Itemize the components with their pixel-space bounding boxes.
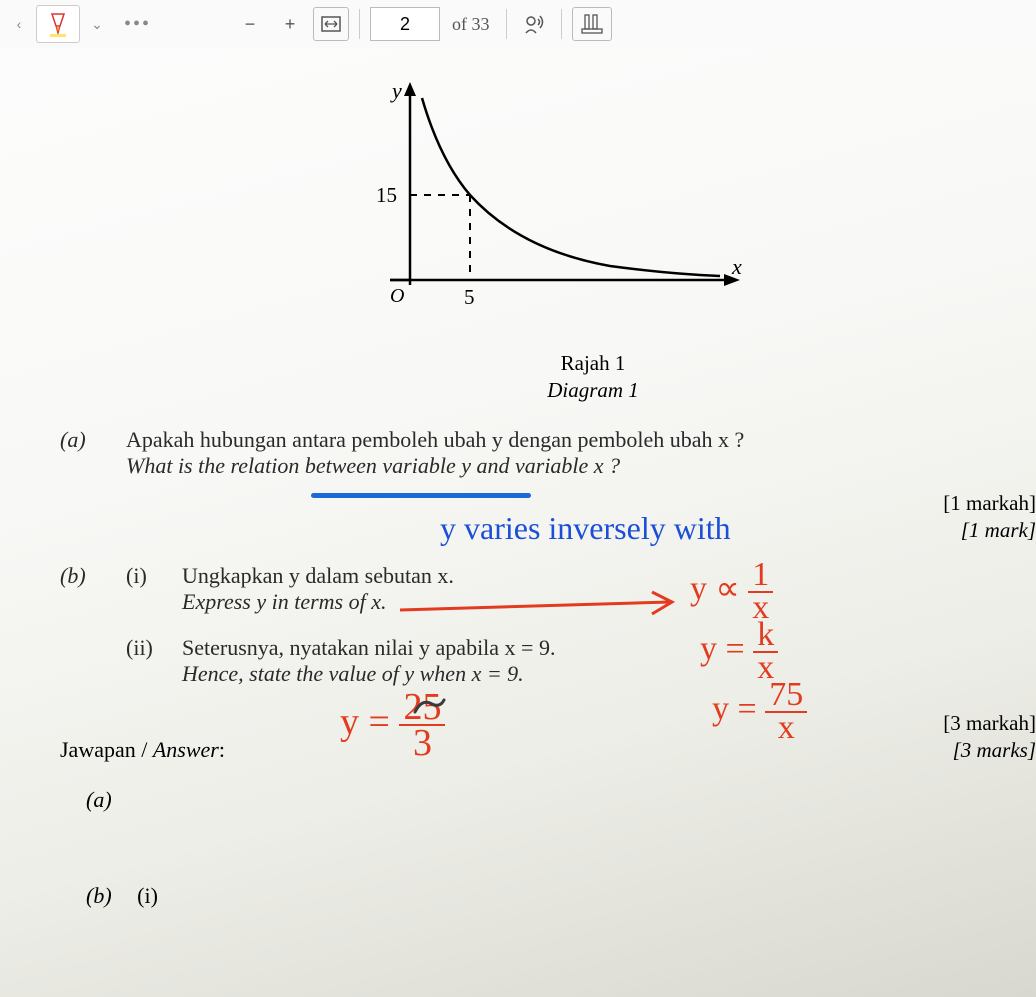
- draw-icon: [580, 14, 604, 34]
- toolbar-divider: [561, 9, 562, 39]
- zoom-out-button[interactable]: −: [233, 7, 267, 41]
- qb-ii-en: Hence, state the value of y when x = 9.: [182, 661, 555, 687]
- page-count-label: of 33: [446, 14, 496, 35]
- diagram-graph: y x O 15 5: [350, 80, 770, 340]
- handwritten-answer-a: y varies inversely with: [440, 510, 731, 547]
- pdf-toolbar: ‹ ⌄ ••• − + of 33: [0, 0, 1036, 48]
- marks-a-bm: [1 markah]: [943, 490, 1036, 517]
- read-aloud-button[interactable]: [517, 7, 551, 41]
- hand-red-prop: y ∝ 1x: [690, 560, 773, 623]
- qb-i-bm: Ungkapkan y dalam sebutan x.: [182, 563, 454, 589]
- pencil-scribble-icon: [410, 692, 450, 722]
- x-tick-label: 5: [464, 285, 475, 309]
- answer-a-slot: (a): [86, 787, 1006, 813]
- page-number-input[interactable]: [370, 7, 440, 41]
- page-content: y x O 15 5 Rajah 1 Diagram 1 (a) Apakah …: [0, 60, 1036, 997]
- toolbar-divider: [506, 9, 507, 39]
- caption-en: Diagram 1: [180, 377, 1006, 404]
- marks-a: [1 markah] [1 mark]: [943, 490, 1036, 545]
- read-aloud-icon: [523, 13, 545, 35]
- highlighter-tool[interactable]: [36, 5, 80, 43]
- marks-b: [3 markah] [3 marks]: [943, 710, 1036, 765]
- blue-underline: [311, 493, 531, 498]
- zoom-in-button[interactable]: +: [273, 7, 307, 41]
- label-b-ii: (ii): [126, 635, 170, 687]
- red-arrow: [400, 590, 700, 630]
- answer-section: Jawapan / Answer: (a) (b) (i): [60, 737, 1006, 909]
- hand-red-eq2-lhs: y =: [712, 690, 757, 727]
- origin-label: O: [390, 285, 404, 307]
- more-icon[interactable]: •••: [114, 13, 161, 36]
- hand-red-eq1-lhs: y =: [700, 630, 745, 667]
- marks-a-en: [1 mark]: [943, 517, 1036, 544]
- toolbar-divider: [359, 9, 360, 39]
- question-a: (a) Apakah hubungan antara pemboleh ubah…: [60, 427, 1006, 479]
- marks-b-bm: [3 markah]: [943, 710, 1036, 737]
- draw-tool-button[interactable]: [572, 7, 612, 41]
- answer-header: Jawapan / Answer:: [60, 737, 1006, 763]
- hand-red-final-lhs: y =: [340, 701, 390, 743]
- chevron-down-icon[interactable]: ⌄: [86, 7, 108, 41]
- caption-bm: Rajah 1: [180, 350, 1006, 377]
- fit-width-icon: [321, 16, 341, 32]
- axis-y-label: y: [390, 80, 402, 103]
- qb-ii-bm: Seterusnya, nyatakan nilai y apabila x =…: [182, 635, 555, 661]
- hand-red-eq1: y = kx: [700, 620, 778, 683]
- y-tick-label: 15: [376, 183, 397, 207]
- label-a: (a): [60, 427, 108, 479]
- highlighter-icon: [44, 10, 72, 38]
- hand-red-eq2: y = 75x: [712, 680, 807, 743]
- marks-b-en: [3 marks]: [943, 737, 1036, 764]
- diagram-caption: Rajah 1 Diagram 1: [180, 350, 1006, 405]
- answer-b-slot: (b) (i): [86, 883, 1006, 909]
- fit-width-button[interactable]: [313, 7, 349, 41]
- qa-en: What is the relation between variable y …: [126, 453, 1006, 479]
- hand-red-prop-lhs: y ∝: [690, 570, 740, 607]
- axis-x-label: x: [731, 254, 742, 279]
- qa-bm: Apakah hubungan antara pemboleh ubah y d…: [126, 427, 1006, 453]
- label-b: (b): [60, 563, 108, 687]
- chevron-left-icon[interactable]: ‹: [8, 7, 30, 41]
- label-b-i: (i): [126, 563, 170, 615]
